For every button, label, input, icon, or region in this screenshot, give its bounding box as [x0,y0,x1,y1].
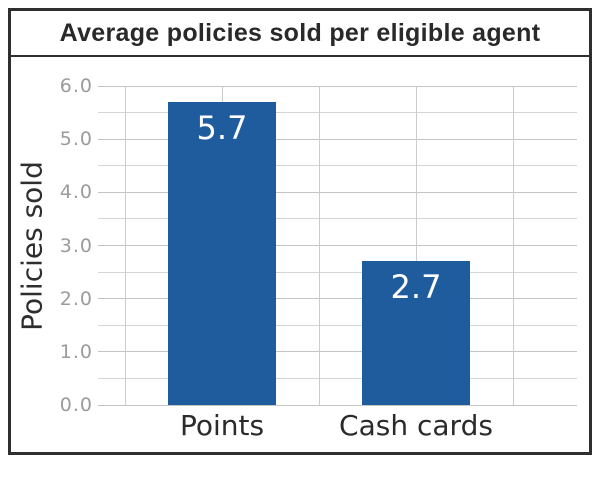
bar-value-label: 5.7 [196,108,248,147]
minor-gridline [98,271,577,273]
minor-gridline [98,165,577,167]
major-gridline [98,191,577,193]
vertical-gridline [512,86,514,405]
plot-area: 5.7 2.7 [98,85,577,406]
y-tick-label: 2.0 [59,287,93,310]
y-tick-label: 4.0 [59,181,93,204]
vertical-gridline [318,86,320,405]
major-gridline [98,351,577,353]
bar-points [168,101,276,405]
category-label: Cash cards [339,409,493,442]
minor-gridline [98,112,577,114]
vertical-gridline [124,86,126,405]
major-gridline [98,404,577,406]
minor-gridline [98,324,577,326]
vertical-gridline [415,86,417,405]
category-label: Points [179,409,265,442]
chart-title: Average policies sold per eligible agent [59,18,541,47]
y-tick-label: 1.0 [59,340,93,363]
major-gridline [98,298,577,300]
y-tick-label: 5.0 [59,128,93,151]
bar-cash-cards [362,261,470,405]
major-gridline [98,245,577,246]
chart-title-bar: Average policies sold per eligible agent [11,11,589,57]
y-tick-label: 0.0 [59,394,93,416]
chart-frame: Average policies sold per eligible agent [8,8,592,455]
y-tick-label: 3.0 [59,234,93,257]
bar-value-label: 2.7 [390,268,442,307]
minor-gridline [98,377,577,379]
minor-gridline [98,218,577,220]
y-tick-label: 6.0 [59,75,93,97]
major-gridline [98,138,577,140]
major-gridline [98,85,577,87]
